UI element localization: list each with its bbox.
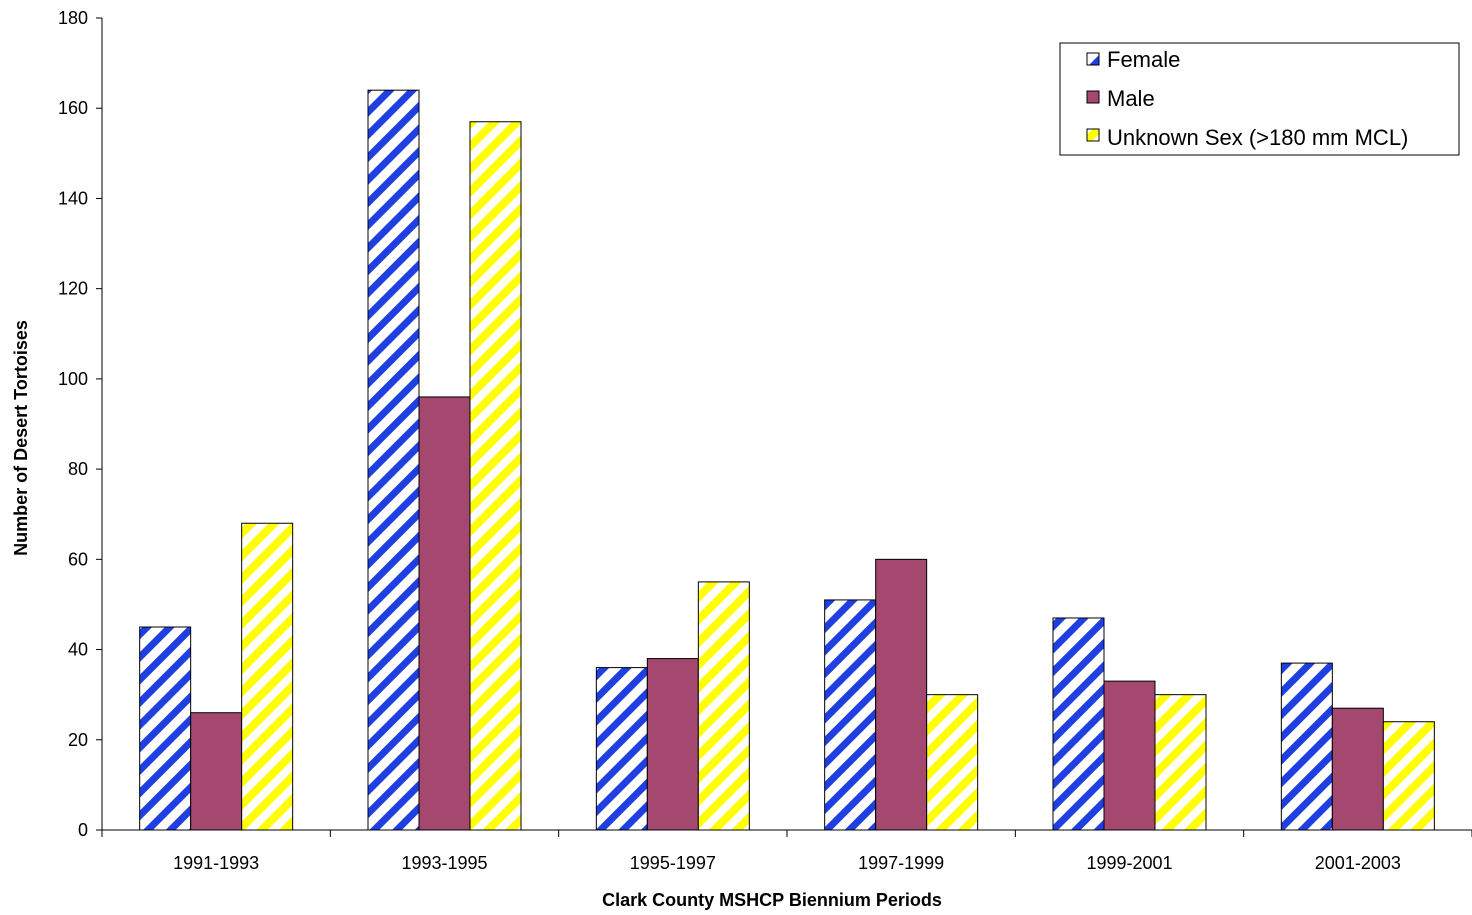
y-tick-label: 20 bbox=[68, 730, 88, 750]
legend-swatch-unknown-sex bbox=[1086, 128, 1100, 142]
legend-frame bbox=[1059, 42, 1460, 156]
x-tick-label: 1993-1995 bbox=[401, 853, 487, 873]
bar-female-1993-1995 bbox=[367, 89, 420, 831]
bar-female-1999-2001 bbox=[1052, 617, 1105, 831]
bar-male-1997-1999 bbox=[875, 558, 928, 831]
bar-unknown-1991-1993 bbox=[241, 522, 294, 831]
bar-female-1997-1999 bbox=[824, 599, 877, 831]
y-tick-label: 140 bbox=[58, 188, 88, 208]
y-tick-label: 120 bbox=[58, 279, 88, 299]
bar-female-1991-1993 bbox=[139, 626, 192, 831]
bar-unknown-1999-2001 bbox=[1154, 694, 1207, 831]
y-tick-label: 0 bbox=[78, 820, 88, 840]
x-tick-label: 1999-2001 bbox=[1086, 853, 1172, 873]
legend: Female Male Unknown Sex (>180 mm MCL) bbox=[1059, 42, 1460, 156]
legend-swatch-female bbox=[1086, 52, 1100, 66]
bar-unknown-1993-1995 bbox=[469, 121, 522, 831]
y-axis-title: Number of Desert Tortoises bbox=[11, 320, 31, 556]
bar-female-1995-1997 bbox=[595, 667, 648, 831]
y-tick-label: 80 bbox=[68, 459, 88, 479]
bar-female-2001-2003 bbox=[1280, 662, 1333, 831]
x-tick-label: 1991-1993 bbox=[173, 853, 259, 873]
x-tick-label: 1997-1999 bbox=[858, 853, 944, 873]
bar-unknown-2001-2003 bbox=[1382, 721, 1435, 831]
bar-male-2001-2003 bbox=[1331, 707, 1384, 831]
bar-unknown-1997-1999 bbox=[926, 694, 979, 831]
legend-swatch-male bbox=[1086, 90, 1100, 104]
bar-male-1993-1995 bbox=[418, 396, 471, 831]
bar-male-1995-1997 bbox=[646, 658, 699, 831]
x-axis-title: Clark County MSHCP Biennium Periods bbox=[602, 890, 942, 910]
legend-label-unknown-sex: Unknown Sex (>180 mm MCL) bbox=[1107, 125, 1408, 150]
y-tick-label: 60 bbox=[68, 549, 88, 569]
x-tick-label: 2001-2003 bbox=[1315, 853, 1401, 873]
bar-unknown-1995-1997 bbox=[697, 581, 750, 831]
y-tick-label: 40 bbox=[68, 640, 88, 660]
y-tick-label: 100 bbox=[58, 369, 88, 389]
bar-male-1991-1993 bbox=[190, 712, 243, 831]
bar-male-1999-2001 bbox=[1103, 680, 1156, 831]
x-tick-label: 1995-1997 bbox=[630, 853, 716, 873]
y-tick-label: 160 bbox=[58, 98, 88, 118]
legend-label-female: Female bbox=[1107, 47, 1180, 72]
legend-label-male: Male bbox=[1107, 86, 1155, 111]
y-tick-label: 180 bbox=[58, 8, 88, 28]
